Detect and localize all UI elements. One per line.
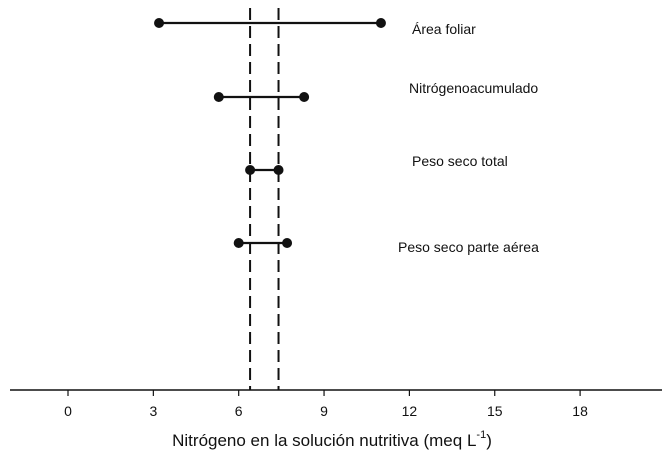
x-tick-label: 12 — [402, 403, 418, 419]
interval-low-point — [154, 18, 165, 28]
interval-low-point — [245, 165, 256, 175]
interval-high-point — [299, 92, 310, 102]
x-axis-title: Nitrógeno en la solución nutritiva (meq … — [172, 429, 492, 450]
series-interval-1: Área foliar — [154, 18, 476, 37]
series-label: Área foliar — [412, 21, 476, 37]
x-tick-label: 0 — [64, 403, 72, 419]
series-interval-4: Peso seco parte aérea — [233, 238, 539, 255]
reference-lines — [249, 8, 280, 390]
x-tick-label: 18 — [572, 403, 588, 419]
x-axis-title-main: Nitrógeno en la solución nutritiva (meq … — [172, 431, 476, 450]
interval-low-point — [213, 92, 224, 102]
x-tick-label: 15 — [487, 403, 503, 419]
interval-high-point — [375, 18, 386, 28]
series-label: Peso seco total — [412, 153, 508, 169]
x-tick-label: 3 — [149, 403, 157, 419]
interval-high-point — [273, 165, 284, 175]
x-tick-label: 9 — [320, 403, 328, 419]
series-label: Peso seco parte aérea — [398, 239, 539, 255]
x-ticks: 0 3 6 9 12 15 18 — [64, 390, 588, 419]
interval-low-point — [233, 238, 244, 248]
x-axis-title-suffix: ) — [486, 431, 492, 450]
series-interval-2: Nitrógenoacumulado — [213, 80, 538, 102]
x-tick-label: 6 — [235, 403, 243, 419]
interval-high-point — [282, 238, 293, 248]
series-layer: Área foliar Nitrógenoacumulado Peso seco t… — [154, 18, 539, 255]
series-interval-3: Peso seco total — [245, 153, 508, 175]
series-label: Nitrógenoacumulado — [409, 80, 538, 96]
x-axis-title-superscript: -1 — [476, 429, 486, 441]
